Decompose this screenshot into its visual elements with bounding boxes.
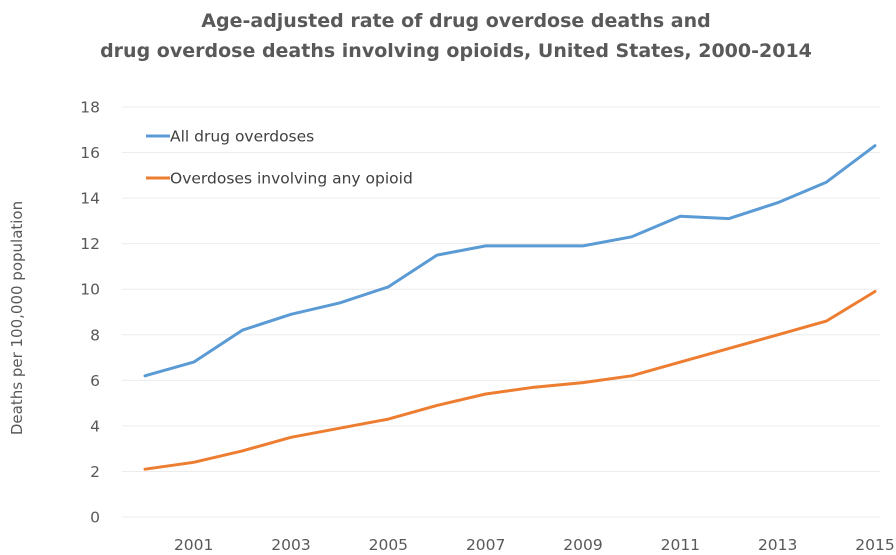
chart-title-line-1: Age-adjusted rate of drug overdose death… [201,10,710,32]
x-tick-label: 2005 [369,536,408,554]
gridlines [122,106,880,518]
y-tick-label: 14 [80,190,100,208]
x-tick-label: 2003 [271,536,310,554]
x-tick-label: 2001 [174,536,213,554]
series-lines [143,144,877,471]
chart-title-line-2: drug overdose deaths involving opioids, … [100,40,812,62]
series-line-1 [143,144,877,378]
x-tick-label: 2009 [563,536,602,554]
y-tick-label: 6 [90,372,100,390]
y-axis-ticks: 0 2 4 6 8 10 12 14 16 18 [80,99,100,527]
y-tick-label: 8 [90,326,100,344]
y-tick-label: 12 [80,235,100,253]
y-tick-label: 16 [80,144,100,162]
x-tick-label: 2015 [855,536,894,554]
y-axis-title: Deaths per 100,000 population [8,201,26,435]
series-line-2 [143,290,877,471]
legend: All drug overdoses Overdoses involving an… [146,128,413,188]
x-axis-ticks: 2001 2003 2005 2007 2009 2011 2013 2015 [174,536,895,554]
x-tick-label: 2011 [661,536,700,554]
legend-label-1: All drug overdoses [170,128,314,146]
y-tick-label: 2 [90,463,100,481]
y-tick-label: 4 [90,417,100,435]
x-tick-label: 2013 [758,536,797,554]
legend-label-2: Overdoses involving any opioid [170,170,413,188]
y-tick-label: 18 [80,99,100,117]
y-tick-label: 0 [90,509,100,527]
chart-title: Age-adjusted rate of drug overdose death… [100,10,812,62]
x-tick-label: 2007 [466,536,505,554]
y-tick-label: 10 [80,281,100,299]
